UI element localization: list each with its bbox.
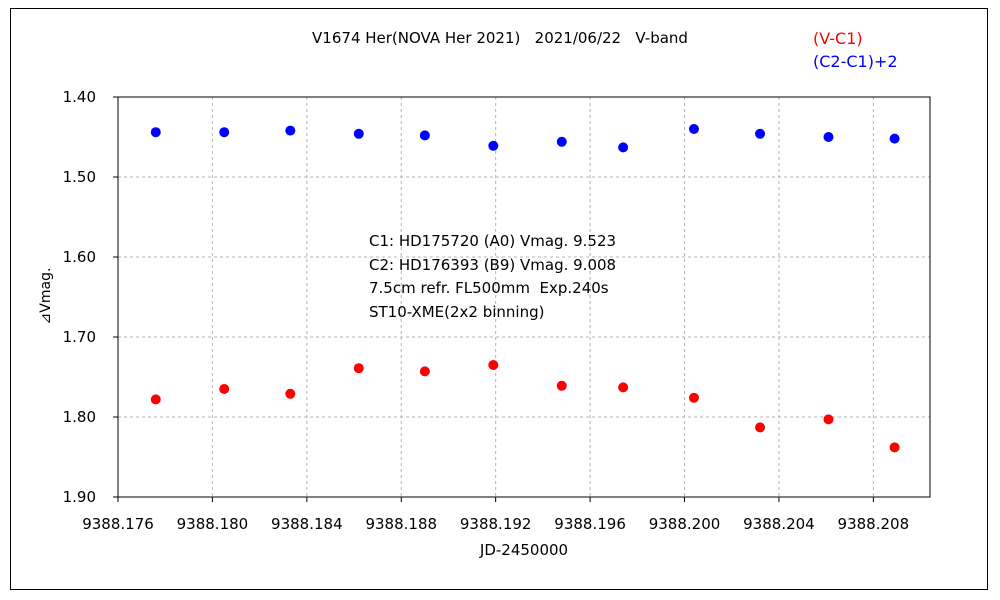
x-tick-label: 9388.204 (743, 515, 815, 533)
data-points (150, 124, 900, 453)
data-point (618, 142, 629, 153)
data-point (353, 128, 364, 139)
data-point (688, 392, 699, 403)
y-tick-label: 1.90 (63, 488, 96, 506)
x-tick-label: 9388.192 (460, 515, 532, 533)
x-tick-label: 9388.200 (649, 515, 721, 533)
legend-entry-v-c1: (V-C1) (813, 29, 863, 48)
x-tick-label: 9388.208 (838, 515, 910, 533)
data-point (419, 130, 430, 141)
data-point (556, 136, 567, 147)
plot-area (117, 96, 931, 498)
series-c2-c1 (150, 124, 900, 153)
data-point (488, 140, 499, 151)
y-axis: 1.40 1.50 1.60 1.70 1.80 1.90 (63, 88, 118, 506)
data-point (556, 380, 567, 391)
x-tick-label: 9388.180 (177, 515, 249, 533)
data-point (285, 125, 296, 136)
annotation-telescope: 7.5cm refr. FL500mm Exp.240s (369, 279, 609, 297)
data-point (353, 363, 364, 374)
y-tick-label: 1.80 (63, 408, 96, 426)
annotation-c2: C2: HD176393 (B9) Vmag. 9.008 (369, 256, 616, 274)
chart-frame (10, 8, 988, 590)
data-point (285, 388, 296, 399)
x-tick-label: 9388.184 (271, 515, 343, 533)
data-point (688, 124, 699, 134)
data-point (419, 366, 430, 377)
x-tick-label: 9388.176 (82, 515, 154, 533)
x-tick-label: 9388.188 (365, 515, 437, 533)
chart-title: V1674 Her(NOVA Her 2021) 2021/06/22 V-ba… (312, 29, 688, 47)
series-v-c1 (150, 360, 900, 453)
data-point (755, 128, 766, 139)
annotation-camera: ST10-XME(2x2 binning) (369, 303, 544, 321)
data-point (889, 442, 900, 453)
data-point (219, 384, 230, 394)
data-point (150, 394, 161, 405)
data-point (755, 422, 766, 433)
y-tick-label: 1.60 (63, 248, 96, 266)
x-axis-label: JD-2450000 (479, 541, 568, 559)
data-point (823, 132, 834, 142)
x-axis: 9388.176 9388.180 9388.184 9388.188 9388.192… (82, 497, 909, 533)
y-tick-label: 1.50 (63, 168, 96, 186)
data-point (618, 382, 629, 393)
data-point (823, 414, 834, 425)
x-tick-label: 9388.196 (554, 515, 626, 533)
legend-entry-c2-c1: (C2-C1)+2 (813, 52, 898, 71)
y-tick-label: 1.40 (63, 88, 96, 106)
grid (118, 97, 930, 497)
data-point (219, 127, 230, 138)
annotation-c1: C1: HD175720 (A0) Vmag. 9.523 (369, 232, 616, 250)
data-point (150, 127, 161, 138)
annotation-block: C1: HD175720 (A0) Vmag. 9.523 C2: HD1763… (369, 232, 616, 321)
legend: (V-C1) (C2-C1)+2 (813, 29, 898, 71)
y-tick-label: 1.70 (63, 328, 96, 346)
data-point (889, 133, 900, 144)
data-point (488, 360, 499, 370)
y-axis-label: ⊿Vmag. (38, 268, 54, 325)
